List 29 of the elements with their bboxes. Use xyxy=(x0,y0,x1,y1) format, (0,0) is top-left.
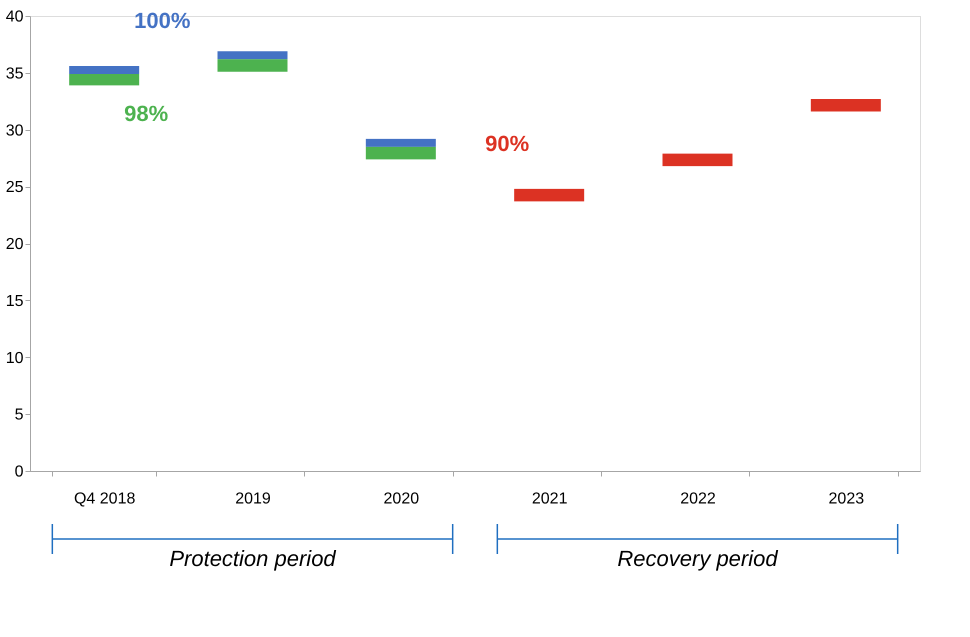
series-label: 98% xyxy=(124,101,168,126)
x-tick-label: 2023 xyxy=(828,490,864,508)
text: Recovery period xyxy=(617,546,778,571)
text: Protection period xyxy=(169,546,336,571)
y-tick-label: 0 xyxy=(14,464,24,480)
bar xyxy=(218,51,288,60)
series-label: 90% xyxy=(485,130,530,156)
x-tick-label: 2022 xyxy=(680,490,716,508)
bar xyxy=(69,74,140,86)
bar xyxy=(514,188,584,202)
x-tick-label: 2020 xyxy=(384,490,420,508)
bar xyxy=(366,146,436,160)
bar xyxy=(662,154,732,166)
y-tick-label: 30 xyxy=(6,122,24,140)
x-tick-label: Q4 2018 xyxy=(74,490,136,508)
y-tick-label: 5 xyxy=(14,406,24,424)
y-tick-label: 15 xyxy=(6,292,24,310)
bar xyxy=(218,59,288,72)
x-tick-label: 2021 xyxy=(532,490,568,508)
y-tick-label: 35 xyxy=(6,65,24,82)
series-label: 100% xyxy=(134,8,190,34)
y-tick-label: 10 xyxy=(6,350,24,367)
bar xyxy=(366,138,436,147)
bar xyxy=(69,66,140,74)
y-tick-label: 40 xyxy=(6,8,24,26)
y-tick-label: 25 xyxy=(6,179,24,196)
bar xyxy=(810,99,881,112)
x-tick-label: 2019 xyxy=(235,490,271,508)
y-tick-label: 20 xyxy=(6,236,24,253)
